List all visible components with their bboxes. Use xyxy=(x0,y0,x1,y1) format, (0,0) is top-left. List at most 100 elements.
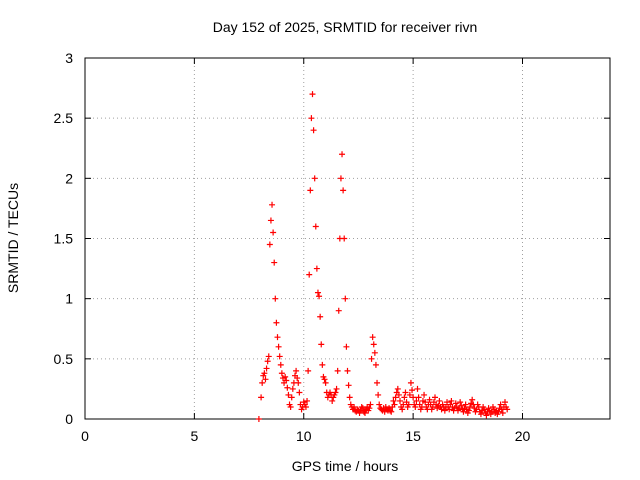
data-point xyxy=(457,399,464,406)
data-point xyxy=(436,397,443,404)
data-point xyxy=(283,377,290,384)
axis-ticks: 0 5 10 15 20 0 0.5 1 1.5 2 2.5 3 xyxy=(54,50,610,444)
y-tick-label: 3 xyxy=(65,50,73,66)
data-point xyxy=(307,187,314,194)
data-point xyxy=(265,353,272,360)
data-point xyxy=(448,397,455,404)
y-tick-label: 0.5 xyxy=(54,351,74,367)
data-point xyxy=(401,394,408,401)
data-point xyxy=(444,399,451,406)
data-point xyxy=(370,341,377,348)
data-point xyxy=(276,353,283,360)
x-tick-label: 0 xyxy=(81,428,89,444)
data-point xyxy=(335,307,342,314)
data-point xyxy=(351,403,358,410)
data-point xyxy=(369,334,376,341)
data-point xyxy=(394,385,401,392)
data-point xyxy=(400,401,407,408)
data-point xyxy=(499,409,506,416)
data-point xyxy=(410,394,417,401)
data-point xyxy=(337,175,344,182)
data-point xyxy=(341,235,348,242)
data-point xyxy=(310,127,317,134)
grid-lines xyxy=(85,58,610,419)
data-point xyxy=(302,403,309,410)
data-point xyxy=(305,367,312,374)
data-point xyxy=(460,408,467,415)
data-point xyxy=(402,389,409,396)
data-point xyxy=(293,367,300,374)
data-point xyxy=(329,397,336,404)
data-point xyxy=(422,399,429,406)
data-point xyxy=(258,394,265,401)
data-point xyxy=(469,396,476,403)
data-point xyxy=(399,406,406,413)
data-point xyxy=(391,401,398,408)
data-point xyxy=(388,408,395,415)
data-point xyxy=(285,391,292,398)
data-point xyxy=(270,229,277,236)
data-point xyxy=(467,403,473,410)
data-point xyxy=(311,175,318,182)
data-point xyxy=(406,391,413,398)
data-point xyxy=(287,403,294,410)
y-axis-label: SRMTID / TECUs xyxy=(5,183,21,293)
chart-title: Day 152 of 2025, SRMTID for receiver riv… xyxy=(213,19,478,35)
data-point xyxy=(495,408,502,415)
data-point xyxy=(414,385,421,392)
data-point xyxy=(255,416,262,422)
data-point xyxy=(295,379,302,386)
data-point xyxy=(358,403,365,410)
data-point xyxy=(277,361,284,368)
data-point xyxy=(322,379,329,386)
data-point xyxy=(371,349,378,356)
data-point xyxy=(429,403,436,410)
data-point xyxy=(362,409,368,416)
data-point xyxy=(304,397,311,404)
data-point xyxy=(272,295,279,302)
data-point xyxy=(407,379,414,386)
x-axis-label: GPS time / hours xyxy=(292,458,399,474)
x-tick-label: 15 xyxy=(405,428,421,444)
data-point xyxy=(309,91,316,98)
data-point xyxy=(334,367,341,374)
data-point xyxy=(316,293,323,300)
data-point xyxy=(278,370,285,377)
data-point xyxy=(374,379,381,386)
data-point xyxy=(405,401,412,408)
data-point xyxy=(483,412,490,419)
data-point xyxy=(344,367,351,374)
data-point xyxy=(296,389,303,396)
data-point xyxy=(274,334,281,341)
data-point xyxy=(263,365,270,372)
data-point xyxy=(339,151,346,158)
data-point xyxy=(452,400,459,407)
data-point xyxy=(465,407,472,414)
data-point xyxy=(502,399,508,406)
y-tick-label: 2.5 xyxy=(54,110,74,126)
data-point xyxy=(409,387,416,394)
data-point xyxy=(262,376,269,383)
data-point xyxy=(366,405,373,412)
data-point xyxy=(387,407,394,414)
data-point xyxy=(372,361,379,368)
data-point xyxy=(259,379,266,386)
data-point xyxy=(267,217,274,224)
data-point xyxy=(273,319,280,326)
data-point xyxy=(314,289,321,296)
data-point xyxy=(497,401,504,408)
data-point xyxy=(289,385,296,392)
data-point xyxy=(376,401,383,408)
data-point xyxy=(390,397,397,404)
data-point xyxy=(421,391,428,398)
data-point xyxy=(346,394,353,401)
data-point xyxy=(368,355,375,362)
data-point xyxy=(282,373,289,380)
data-point xyxy=(266,241,273,248)
data-point xyxy=(413,397,420,404)
data-point xyxy=(354,406,361,413)
x-tick-label: 10 xyxy=(296,428,312,444)
data-point xyxy=(288,394,295,401)
